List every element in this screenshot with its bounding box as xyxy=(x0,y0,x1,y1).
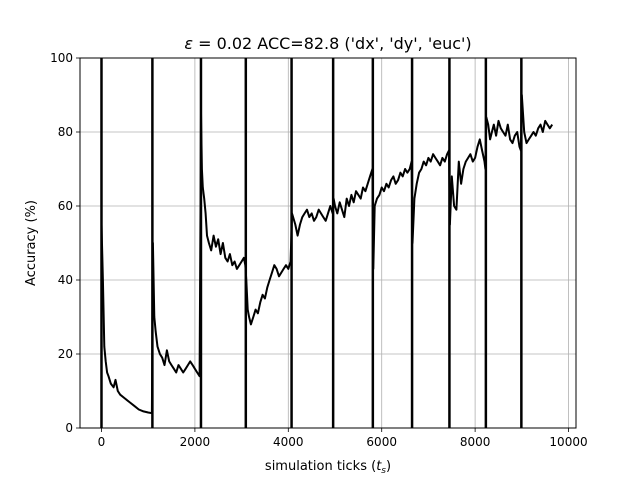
chart-title-epsilon: ε xyxy=(184,34,193,53)
x-axis-label-close: ) xyxy=(386,459,391,474)
x-axis-label: simulation ticks (ts) xyxy=(265,459,391,476)
accuracy-series-line xyxy=(100,94,554,415)
y-tick-label: 60 xyxy=(58,199,73,213)
x-axis-label-main: simulation ticks ( xyxy=(265,459,376,474)
x-tick-label: 6000 xyxy=(366,435,397,449)
x-tick-label: 10000 xyxy=(549,435,587,449)
x-tick-label: 0 xyxy=(98,435,106,449)
y-axis-ticks: 0 20 40 60 80 100 xyxy=(50,51,80,435)
y-tick-label: 100 xyxy=(50,51,73,65)
x-axis-label-subscript: s xyxy=(381,466,386,476)
chart-title-text: = 0.02 ACC=82.8 ('dx', 'dy', 'euc') xyxy=(193,34,472,53)
chart-title: ε = 0.02 ACC=82.8 ('dx', 'dy', 'euc') xyxy=(184,34,471,53)
axes-frame xyxy=(79,57,577,429)
plot-area xyxy=(79,57,577,429)
y-tick-label: 20 xyxy=(58,347,73,361)
x-tick-label: 8000 xyxy=(460,435,491,449)
y-tick-label: 40 xyxy=(58,273,73,287)
x-tick-label: 4000 xyxy=(273,435,304,449)
x-axis-ticks: 0 2000 4000 6000 8000 10000 xyxy=(98,428,588,449)
y-tick-label: 80 xyxy=(58,125,73,139)
x-tick-label: 2000 xyxy=(180,435,211,449)
y-axis-label: Accuracy (%) xyxy=(24,200,39,286)
x-axis-label-symbol: t xyxy=(376,459,382,474)
y-tick-label: 0 xyxy=(65,421,73,435)
